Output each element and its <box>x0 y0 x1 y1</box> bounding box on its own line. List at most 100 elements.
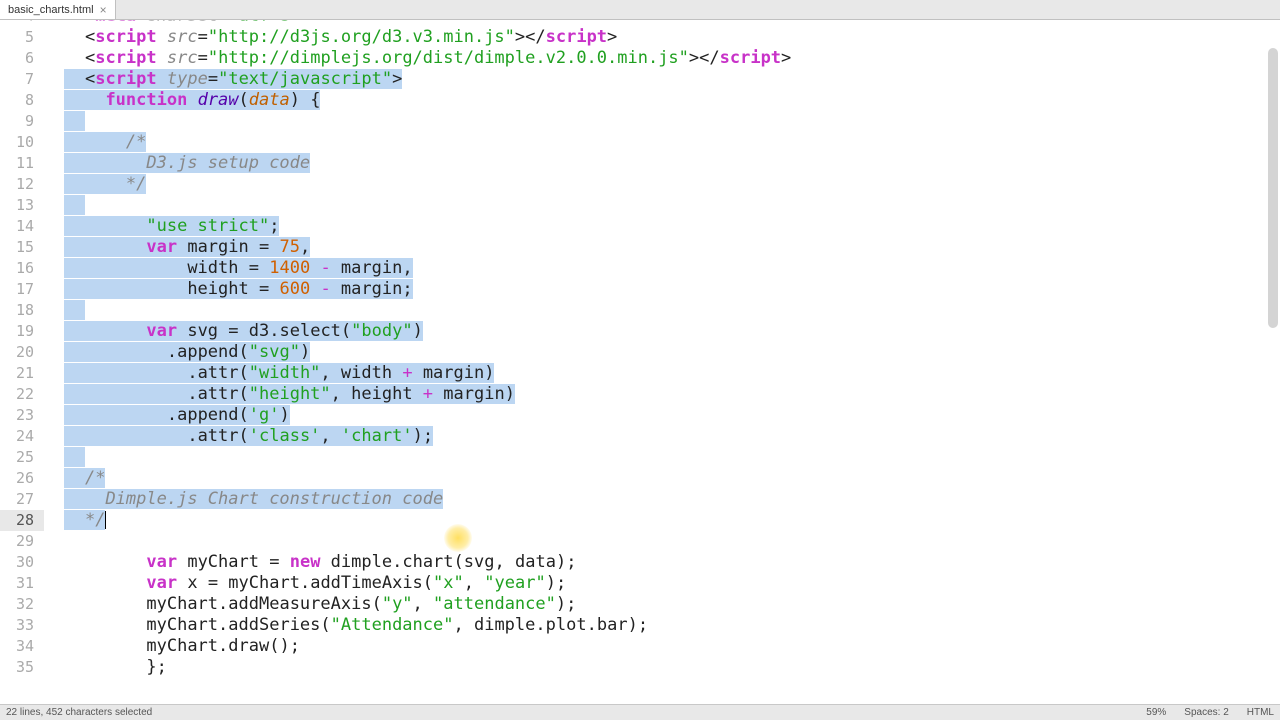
code-content[interactable]: var x = myChart.addTimeAxis("x", "year")… <box>44 573 1280 594</box>
code-line[interactable]: 18 <box>0 300 1280 321</box>
code-content[interactable]: .append('g') <box>44 405 1280 426</box>
code-line[interactable]: 10 /* <box>0 132 1280 153</box>
code-content[interactable]: }; <box>44 657 1280 678</box>
code-line[interactable]: 15 var margin = 75, <box>0 237 1280 258</box>
line-number: 17 <box>0 279 44 300</box>
file-tab[interactable]: basic_charts.html × <box>0 0 116 19</box>
code-content[interactable]: "use strict"; <box>44 216 1280 237</box>
line-number: 34 <box>0 636 44 657</box>
close-icon[interactable]: × <box>100 4 107 16</box>
code-line[interactable]: 22 .attr("height", height + margin) <box>0 384 1280 405</box>
code-content[interactable] <box>44 111 1280 132</box>
code-line[interactable]: 24 .attr('class', 'chart'); <box>0 426 1280 447</box>
code-line[interactable]: 21 .attr("width", width + margin) <box>0 363 1280 384</box>
code-line[interactable]: 9 <box>0 111 1280 132</box>
code-content[interactable]: /* <box>44 132 1280 153</box>
zoom-level[interactable]: 59% <box>1146 707 1166 718</box>
code-editor[interactable]: 4 <meta charset= utf-8 >5 <script src="h… <box>0 20 1280 704</box>
code-content[interactable]: .append("svg") <box>44 342 1280 363</box>
code-content[interactable]: function draw(data) { <box>44 90 1280 111</box>
code-line[interactable]: 27 Dimple.js Chart construction code <box>0 489 1280 510</box>
code-content[interactable]: var myChart = new dimple.chart(svg, data… <box>44 552 1280 573</box>
code-line[interactable]: 4 <meta charset= utf-8 > <box>0 20 1280 27</box>
line-number: 35 <box>0 657 44 678</box>
code-content[interactable] <box>44 300 1280 321</box>
line-number: 12 <box>0 174 44 195</box>
line-number: 11 <box>0 153 44 174</box>
code-content[interactable]: myChart.addSeries("Attendance", dimple.p… <box>44 615 1280 636</box>
line-number: 25 <box>0 447 44 468</box>
code-line[interactable]: 26 /* <box>0 468 1280 489</box>
code-line[interactable]: 35 }; <box>0 657 1280 678</box>
code-content[interactable]: Dimple.js Chart construction code <box>44 489 1280 510</box>
code-line[interactable]: 16 width = 1400 - margin, <box>0 258 1280 279</box>
code-content[interactable]: <script src="http://d3js.org/d3.v3.min.j… <box>44 27 1280 48</box>
line-number: 14 <box>0 216 44 237</box>
line-number: 22 <box>0 384 44 405</box>
code-line[interactable]: 28 */ <box>0 510 1280 531</box>
code-line[interactable]: 8 function draw(data) { <box>0 90 1280 111</box>
line-number: 16 <box>0 258 44 279</box>
code-line[interactable]: 33 myChart.addSeries("Attendance", dimpl… <box>0 615 1280 636</box>
code-content[interactable]: D3.js setup code <box>44 153 1280 174</box>
line-number: 32 <box>0 594 44 615</box>
code-content[interactable]: <script type="text/javascript"> <box>44 69 1280 90</box>
code-line[interactable]: 11 D3.js setup code <box>0 153 1280 174</box>
selection-status: 22 lines, 452 characters selected <box>6 707 152 718</box>
code-line[interactable]: 34 myChart.draw(); <box>0 636 1280 657</box>
line-number: 5 <box>0 27 44 48</box>
code-content[interactable]: myChart.draw(); <box>44 636 1280 657</box>
tab-filename: basic_charts.html <box>8 4 94 16</box>
code-content[interactable]: /* <box>44 468 1280 489</box>
code-content[interactable]: */ <box>44 510 1280 531</box>
code-line[interactable]: 29 <box>0 531 1280 552</box>
indent-setting[interactable]: Spaces: 2 <box>1184 707 1228 718</box>
line-number: 10 <box>0 132 44 153</box>
code-line[interactable]: 7 <script type="text/javascript"> <box>0 69 1280 90</box>
code-content[interactable]: .attr("width", width + margin) <box>44 363 1280 384</box>
code-line[interactable]: 30 var myChart = new dimple.chart(svg, d… <box>0 552 1280 573</box>
code-content[interactable] <box>44 447 1280 468</box>
code-content[interactable]: .attr("height", height + margin) <box>44 384 1280 405</box>
code-content[interactable] <box>44 531 1280 552</box>
code-line[interactable]: 23 .append('g') <box>0 405 1280 426</box>
line-number: 26 <box>0 468 44 489</box>
code-content[interactable]: myChart.addMeasureAxis("y", "attendance"… <box>44 594 1280 615</box>
line-number: 33 <box>0 615 44 636</box>
code-content[interactable]: .attr('class', 'chart'); <box>44 426 1280 447</box>
code-content[interactable] <box>44 195 1280 216</box>
syntax-mode[interactable]: HTML <box>1247 707 1274 718</box>
code-line[interactable]: 20 .append("svg") <box>0 342 1280 363</box>
code-line[interactable]: 32 myChart.addMeasureAxis("y", "attendan… <box>0 594 1280 615</box>
status-bar: 22 lines, 452 characters selected 59% Sp… <box>0 704 1280 720</box>
code-line[interactable]: 17 height = 600 - margin; <box>0 279 1280 300</box>
tab-bar: basic_charts.html × <box>0 0 1280 20</box>
code-content[interactable]: width = 1400 - margin, <box>44 258 1280 279</box>
line-number: 9 <box>0 111 44 132</box>
code-content[interactable]: <meta charset= utf-8 > <box>44 20 1280 27</box>
line-number: 21 <box>0 363 44 384</box>
code-content[interactable]: height = 600 - margin; <box>44 279 1280 300</box>
code-line[interactable]: 19 var svg = d3.select("body") <box>0 321 1280 342</box>
line-number: 30 <box>0 552 44 573</box>
line-number: 13 <box>0 195 44 216</box>
code-line[interactable]: 31 var x = myChart.addTimeAxis("x", "yea… <box>0 573 1280 594</box>
line-number: 24 <box>0 426 44 447</box>
line-number: 20 <box>0 342 44 363</box>
line-number: 29 <box>0 531 44 552</box>
line-number: 31 <box>0 573 44 594</box>
text-caret <box>105 511 106 529</box>
code-line[interactable]: 25 <box>0 447 1280 468</box>
code-line[interactable]: 5 <script src="http://d3js.org/d3.v3.min… <box>0 27 1280 48</box>
code-content[interactable]: var svg = d3.select("body") <box>44 321 1280 342</box>
code-content[interactable]: var margin = 75, <box>44 237 1280 258</box>
code-content[interactable]: */ <box>44 174 1280 195</box>
code-line[interactable]: 6 <script src="http://dimplejs.org/dist/… <box>0 48 1280 69</box>
code-line[interactable]: 13 <box>0 195 1280 216</box>
line-number: 23 <box>0 405 44 426</box>
code-line[interactable]: 14 "use strict"; <box>0 216 1280 237</box>
code-content[interactable]: <script src="http://dimplejs.org/dist/di… <box>44 48 1280 69</box>
code-line[interactable]: 12 */ <box>0 174 1280 195</box>
line-number: 8 <box>0 90 44 111</box>
line-number: 19 <box>0 321 44 342</box>
